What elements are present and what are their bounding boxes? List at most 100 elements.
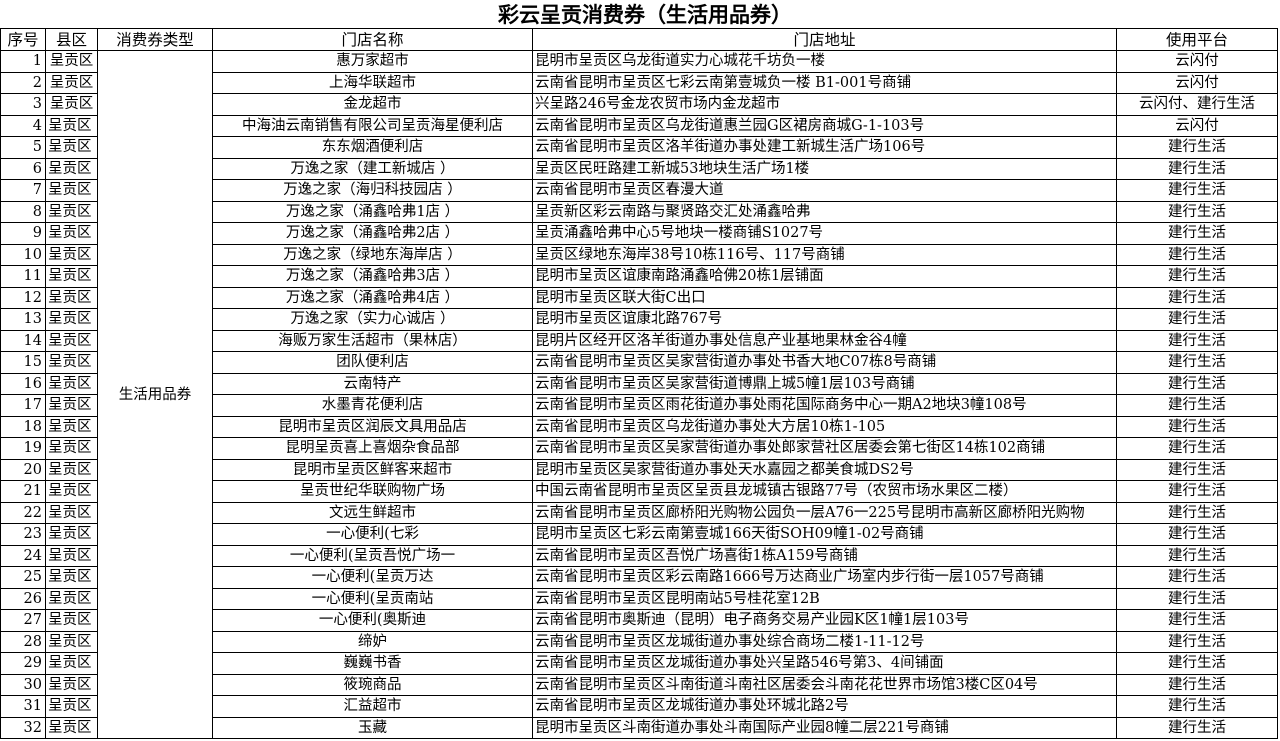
cell-no[interactable]: 14 xyxy=(0,329,46,352)
cell-platform[interactable]: 建行生活 xyxy=(1116,523,1278,546)
cell-no[interactable]: 15 xyxy=(0,351,46,374)
cell-county[interactable]: 呈贡区 xyxy=(45,243,98,266)
cell-store-address[interactable]: 云南省昆明市呈贡区七彩云南第壹城负一楼 B1-001号商铺 xyxy=(532,71,1117,94)
cell-no[interactable]: 2 xyxy=(0,71,46,94)
cell-county[interactable]: 呈贡区 xyxy=(45,308,98,331)
cell-no[interactable]: 21 xyxy=(0,480,46,503)
cell-county[interactable]: 呈贡区 xyxy=(45,544,98,567)
cell-no[interactable]: 10 xyxy=(0,243,46,266)
cell-county[interactable]: 呈贡区 xyxy=(45,523,98,546)
cell-platform[interactable]: 建行生活 xyxy=(1116,200,1278,223)
cell-no[interactable]: 26 xyxy=(0,587,46,610)
cell-platform[interactable]: 建行生活 xyxy=(1116,179,1278,202)
cell-platform[interactable]: 建行生活 xyxy=(1116,394,1278,417)
cell-store-address[interactable]: 呈贡涌鑫哈弗中心5号地块一楼商铺S1027号 xyxy=(532,222,1117,245)
cell-store-name[interactable]: 文远生鲜超市 xyxy=(212,501,533,524)
cell-no[interactable]: 11 xyxy=(0,265,46,288)
cell-store-address[interactable]: 云南省昆明市呈贡区吴家营街道办事处郎家营社区居委会第七街区14栋102商铺 xyxy=(532,437,1117,460)
cell-no[interactable]: 28 xyxy=(0,630,46,653)
cell-county[interactable]: 呈贡区 xyxy=(45,587,98,610)
cell-store-address[interactable]: 云南省昆明市呈贡区吴家营街道博鼎上城5幢1层103号商铺 xyxy=(532,372,1117,395)
cell-store-name[interactable]: 云南特产 xyxy=(212,372,533,395)
header-county[interactable]: 县区 xyxy=(45,28,98,51)
cell-store-name[interactable]: 万逸之家（涌鑫哈弗4店 ） xyxy=(212,286,533,309)
cell-county[interactable]: 呈贡区 xyxy=(45,716,98,739)
cell-store-address[interactable]: 中国云南省昆明市呈贡区呈贡县龙城镇古银路77号（农贸市场水果区二楼） xyxy=(532,480,1117,503)
cell-store-name[interactable]: 水墨青花便利店 xyxy=(212,394,533,417)
cell-store-address[interactable]: 昆明市呈贡区七彩云南第壹城166天街SOH09幢1-02号商铺 xyxy=(532,523,1117,546)
cell-no[interactable]: 19 xyxy=(0,437,46,460)
cell-store-name[interactable]: 海贩万家生活超市（果林店） xyxy=(212,329,533,352)
cell-store-address[interactable]: 云南省昆明市呈贡区雨花街道办事处雨花国际商务中心一期A2地块3幢108号 xyxy=(532,394,1117,417)
cell-county[interactable]: 呈贡区 xyxy=(45,329,98,352)
cell-store-name[interactable]: 万逸之家（实力心诚店 ） xyxy=(212,308,533,331)
cell-no[interactable]: 9 xyxy=(0,222,46,245)
cell-voucher-type[interactable]: 生活用品券 xyxy=(97,50,213,739)
cell-store-name[interactable]: 一心便利(奥斯迪 xyxy=(212,609,533,632)
cell-store-address[interactable]: 云南省昆明市呈贡区龙城街道办事处综合商场二楼1-11-12号 xyxy=(532,630,1117,653)
cell-county[interactable]: 呈贡区 xyxy=(45,351,98,374)
cell-store-address[interactable]: 云南省昆明市呈贡区龙城街道办事处环城北路2号 xyxy=(532,695,1117,718)
cell-county[interactable]: 呈贡区 xyxy=(45,609,98,632)
cell-county[interactable]: 呈贡区 xyxy=(45,673,98,696)
cell-platform[interactable]: 云闪付 xyxy=(1116,114,1278,137)
cell-platform[interactable]: 建行生活 xyxy=(1116,415,1278,438)
cell-store-address[interactable]: 云南省昆明市呈贡区乌龙街道办事处大方居10栋1-105 xyxy=(532,415,1117,438)
cell-county[interactable]: 呈贡区 xyxy=(45,437,98,460)
cell-store-name[interactable]: 缔妒 xyxy=(212,630,533,653)
cell-county[interactable]: 呈贡区 xyxy=(45,480,98,503)
cell-store-name[interactable]: 一心便利(呈贡南站 xyxy=(212,587,533,610)
cell-no[interactable]: 12 xyxy=(0,286,46,309)
cell-store-address[interactable]: 云南省昆明市呈贡区斗南街道斗南社区居委会斗南花花世界市场馆3楼C区04号 xyxy=(532,673,1117,696)
cell-store-name[interactable]: 万逸之家（涌鑫哈弗1店 ） xyxy=(212,200,533,223)
cell-no[interactable]: 8 xyxy=(0,200,46,223)
cell-no[interactable]: 27 xyxy=(0,609,46,632)
cell-county[interactable]: 呈贡区 xyxy=(45,458,98,481)
cell-platform[interactable]: 建行生活 xyxy=(1116,587,1278,610)
cell-county[interactable]: 呈贡区 xyxy=(45,50,98,73)
cell-county[interactable]: 呈贡区 xyxy=(45,695,98,718)
cell-platform[interactable]: 建行生活 xyxy=(1116,136,1278,159)
cell-store-name[interactable]: 上海华联超市 xyxy=(212,71,533,94)
cell-county[interactable]: 呈贡区 xyxy=(45,501,98,524)
cell-county[interactable]: 呈贡区 xyxy=(45,93,98,116)
cell-county[interactable]: 呈贡区 xyxy=(45,200,98,223)
cell-platform[interactable]: 建行生活 xyxy=(1116,286,1278,309)
cell-store-name[interactable]: 团队便利店 xyxy=(212,351,533,374)
cell-platform[interactable]: 建行生活 xyxy=(1116,222,1278,245)
cell-store-name[interactable]: 金龙超市 xyxy=(212,93,533,116)
cell-store-name[interactable]: 呈贡世纪华联购物广场 xyxy=(212,480,533,503)
cell-no[interactable]: 20 xyxy=(0,458,46,481)
cell-county[interactable]: 呈贡区 xyxy=(45,566,98,589)
cell-platform[interactable]: 建行生活 xyxy=(1116,652,1278,675)
cell-no[interactable]: 32 xyxy=(0,716,46,739)
header-store-name[interactable]: 门店名称 xyxy=(212,28,533,51)
cell-store-address[interactable]: 昆明市呈贡区谊康南路涌鑫哈佛20栋1层铺面 xyxy=(532,265,1117,288)
cell-platform[interactable]: 建行生活 xyxy=(1116,673,1278,696)
cell-store-address[interactable]: 昆明市呈贡区斗南街道办事处斗南国际产业园8幢二层221号商铺 xyxy=(532,716,1117,739)
cell-county[interactable]: 呈贡区 xyxy=(45,394,98,417)
cell-store-name[interactable]: 昆明市呈贡区润辰文具用品店 xyxy=(212,415,533,438)
cell-store-address[interactable]: 昆明片区经开区洛羊街道办事处信息产业基地果林金谷4幢 xyxy=(532,329,1117,352)
cell-platform[interactable]: 建行生活 xyxy=(1116,716,1278,739)
cell-county[interactable]: 呈贡区 xyxy=(45,372,98,395)
cell-store-name[interactable]: 惠万家超市 xyxy=(212,50,533,73)
header-no[interactable]: 序号 xyxy=(0,28,46,51)
cell-platform[interactable]: 建行生活 xyxy=(1116,609,1278,632)
cell-county[interactable]: 呈贡区 xyxy=(45,157,98,180)
cell-store-name[interactable]: 一心便利(呈贡万达 xyxy=(212,566,533,589)
cell-store-name[interactable]: 东东烟酒便利店 xyxy=(212,136,533,159)
cell-no[interactable]: 6 xyxy=(0,157,46,180)
cell-store-name[interactable]: 昆明呈贡喜上喜烟杂食品部 xyxy=(212,437,533,460)
cell-platform[interactable]: 建行生活 xyxy=(1116,437,1278,460)
cell-county[interactable]: 呈贡区 xyxy=(45,630,98,653)
cell-store-address[interactable]: 昆明市呈贡区乌龙街道实力心城花千坊负一楼 xyxy=(532,50,1117,73)
cell-platform[interactable]: 建行生活 xyxy=(1116,480,1278,503)
cell-store-address[interactable]: 云南省昆明市呈贡区吾悦广场喜街1栋A159号商铺 xyxy=(532,544,1117,567)
cell-platform[interactable]: 建行生活 xyxy=(1116,308,1278,331)
cell-no[interactable]: 13 xyxy=(0,308,46,331)
cell-store-address[interactable]: 呈贡区绿地东海岸38号10栋116号、117号商铺 xyxy=(532,243,1117,266)
cell-no[interactable]: 30 xyxy=(0,673,46,696)
cell-no[interactable]: 31 xyxy=(0,695,46,718)
cell-store-address[interactable]: 云南省昆明市呈贡区春漫大道 xyxy=(532,179,1117,202)
